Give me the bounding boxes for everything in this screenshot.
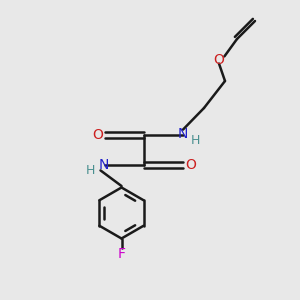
Text: O: O: [185, 158, 196, 172]
Text: N: N: [178, 127, 188, 140]
Text: O: O: [92, 128, 103, 142]
Text: O: O: [214, 53, 224, 67]
Text: N: N: [98, 158, 109, 172]
Text: H: H: [86, 164, 95, 177]
Text: F: F: [118, 248, 125, 261]
Text: H: H: [191, 134, 200, 147]
